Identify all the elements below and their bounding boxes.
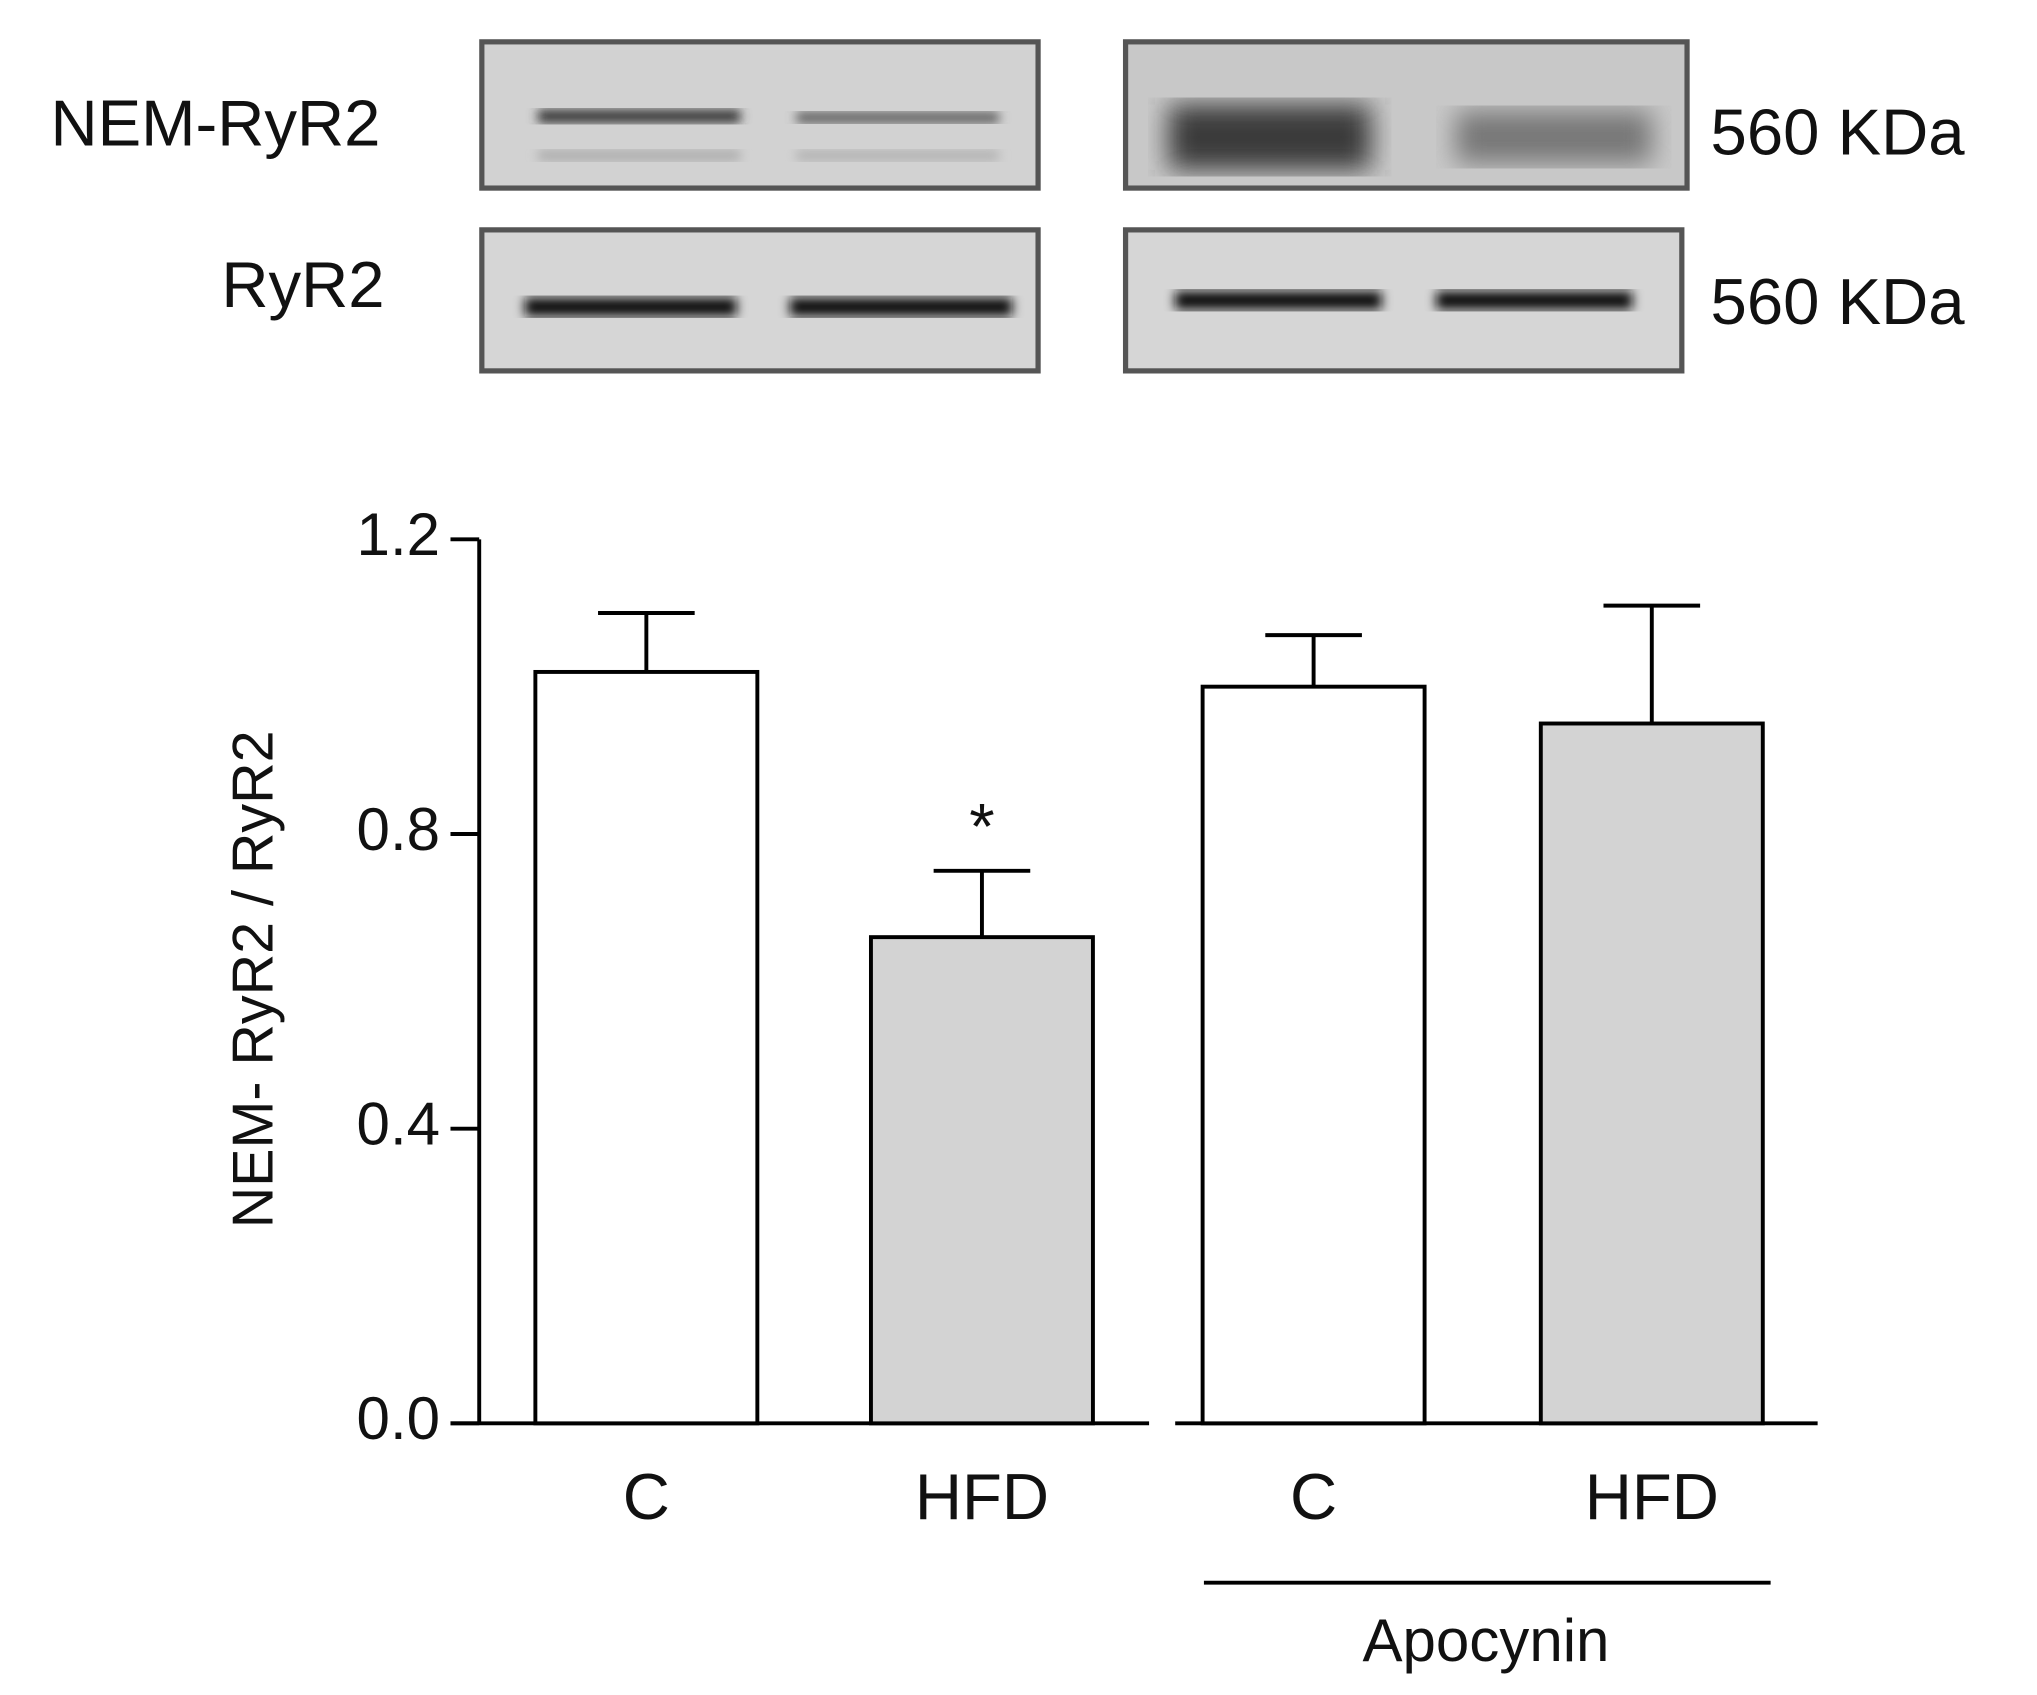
blot-size: 560 KDa: [1711, 95, 1966, 168]
y-tick-label: 0.0: [357, 1385, 440, 1452]
x-tick-label: HFD: [1585, 1460, 1719, 1533]
x-tick-label: HFD: [915, 1460, 1049, 1533]
blot-label: RyR2: [221, 248, 384, 321]
group-label: Apocynin: [1362, 1607, 1609, 1674]
blot-label: NEM-RyR2: [50, 86, 380, 159]
bar: [868, 935, 1095, 1426]
bar: [533, 669, 760, 1426]
x-tick-label: C: [623, 1460, 670, 1533]
blot-images: [479, 39, 1690, 374]
blot-size: 560 KDa: [1711, 265, 1966, 338]
significance-label: *: [969, 790, 994, 863]
y-axis-label: NEM- RyR2 / RyR2: [221, 730, 285, 1228]
y-tick-label: 0.4: [357, 1091, 440, 1158]
x-tick-label: C: [1290, 1460, 1337, 1533]
y-tick-label: 0.8: [357, 796, 440, 863]
bar: [1538, 721, 1765, 1426]
bar: [1200, 684, 1427, 1426]
y-tick-label: 1.2: [357, 501, 440, 568]
